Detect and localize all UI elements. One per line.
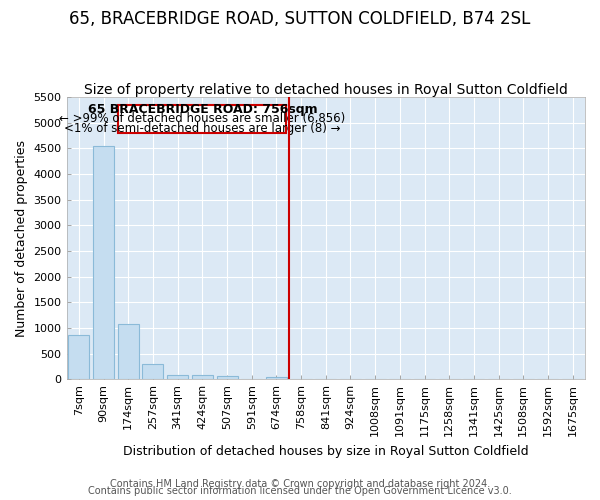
Bar (142, 364, 163, 380)
Bar (118, 324, 139, 380)
Bar (68, 334, 89, 380)
Title: Size of property relative to detached houses in Royal Sutton Coldfield: Size of property relative to detached ho… (84, 83, 568, 97)
Text: ← >99% of detached houses are smaller (6,856): ← >99% of detached houses are smaller (6… (59, 112, 346, 126)
Text: 65, BRACEBRIDGE ROAD, SUTTON COLDFIELD, B74 2SL: 65, BRACEBRIDGE ROAD, SUTTON COLDFIELD, … (70, 10, 530, 28)
Text: <1% of semi-detached houses are larger (8) →: <1% of semi-detached houses are larger (… (64, 122, 341, 134)
X-axis label: Distribution of detached houses by size in Royal Sutton Coldfield: Distribution of detached houses by size … (123, 444, 529, 458)
Bar (266, 378, 287, 380)
Text: Contains public sector information licensed under the Open Government Licence v3: Contains public sector information licen… (88, 486, 512, 496)
Bar (167, 374, 188, 380)
Y-axis label: Number of detached properties: Number of detached properties (15, 140, 28, 336)
Bar (93, 146, 114, 380)
Bar (217, 376, 238, 380)
Text: 65 BRACEBRIDGE ROAD: 756sqm: 65 BRACEBRIDGE ROAD: 756sqm (88, 103, 317, 116)
Bar (192, 375, 213, 380)
Text: Contains HM Land Registry data © Crown copyright and database right 2024.: Contains HM Land Registry data © Crown c… (110, 479, 490, 489)
FancyBboxPatch shape (118, 104, 286, 133)
